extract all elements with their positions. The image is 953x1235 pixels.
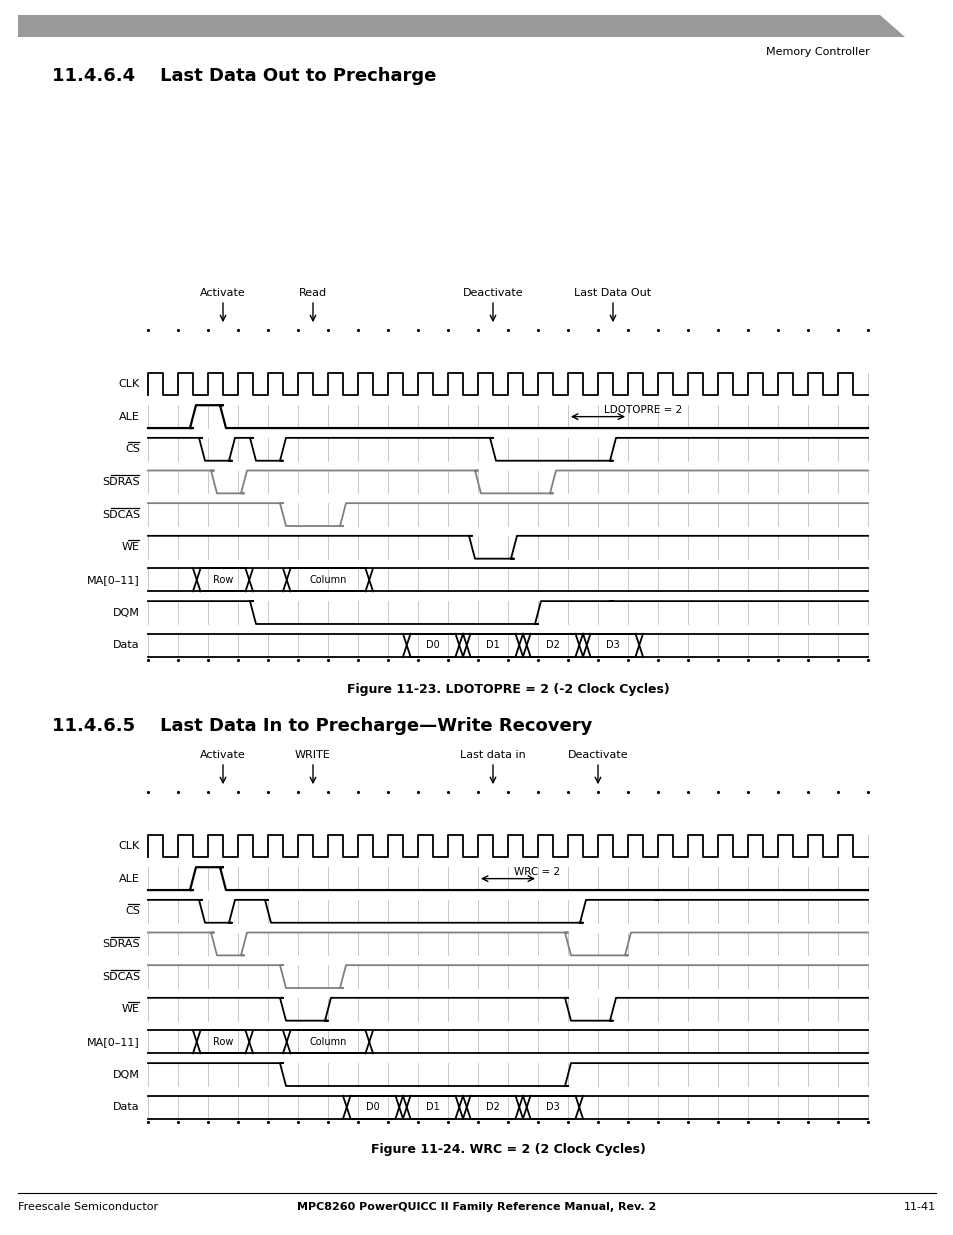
Text: CS: CS	[125, 906, 140, 916]
Text: D0: D0	[426, 640, 439, 650]
Text: D2: D2	[545, 640, 559, 650]
Text: CLK: CLK	[118, 841, 140, 851]
Text: D3: D3	[605, 640, 619, 650]
Text: Data: Data	[113, 640, 140, 650]
Text: Activate: Activate	[200, 288, 246, 298]
Polygon shape	[18, 15, 904, 37]
Text: MA[0–11]: MA[0–11]	[87, 1037, 140, 1047]
Text: Deactivate: Deactivate	[462, 288, 523, 298]
Text: Figure 11-24. WRC = 2 (2 Clock Cycles): Figure 11-24. WRC = 2 (2 Clock Cycles)	[370, 1144, 645, 1156]
Text: Freescale Semiconductor: Freescale Semiconductor	[18, 1202, 158, 1212]
Text: WRITE: WRITE	[294, 750, 331, 760]
Text: Last Data Out: Last Data Out	[574, 288, 651, 298]
Text: WE: WE	[122, 1004, 140, 1014]
Text: 11.4.6.5    Last Data In to Precharge—Write Recovery: 11.4.6.5 Last Data In to Precharge—Write…	[52, 718, 592, 735]
Text: D1: D1	[486, 640, 499, 650]
Text: ALE: ALE	[119, 411, 140, 421]
Text: Column: Column	[309, 576, 346, 585]
Text: D3: D3	[545, 1102, 559, 1113]
Text: Column: Column	[309, 1037, 346, 1047]
Text: SDRAS: SDRAS	[102, 477, 140, 487]
Text: MA[0–11]: MA[0–11]	[87, 576, 140, 585]
Text: Figure 11-23. LDOTOPRE = 2 (-2 Clock Cycles): Figure 11-23. LDOTOPRE = 2 (-2 Clock Cyc…	[346, 683, 669, 697]
Text: D0: D0	[366, 1102, 379, 1113]
Text: CS: CS	[125, 445, 140, 454]
Text: Activate: Activate	[200, 750, 246, 760]
Text: 11-41: 11-41	[902, 1202, 935, 1212]
Text: 11.4.6.4    Last Data Out to Precharge: 11.4.6.4 Last Data Out to Precharge	[52, 67, 436, 85]
Text: Row: Row	[213, 1037, 233, 1047]
Text: MPC8260 PowerQUICC II Family Reference Manual, Rev. 2: MPC8260 PowerQUICC II Family Reference M…	[297, 1202, 656, 1212]
Text: Deactivate: Deactivate	[567, 750, 628, 760]
Text: Read: Read	[298, 288, 327, 298]
Text: WRC = 2: WRC = 2	[514, 867, 559, 877]
Text: DQM: DQM	[113, 608, 140, 618]
Text: D2: D2	[485, 1102, 499, 1113]
Text: D1: D1	[426, 1102, 439, 1113]
Text: Memory Controller: Memory Controller	[765, 47, 869, 57]
Text: SDCAS: SDCAS	[102, 510, 140, 520]
Text: CLK: CLK	[118, 379, 140, 389]
Text: Row: Row	[213, 576, 233, 585]
Text: Last data in: Last data in	[459, 750, 525, 760]
Text: WE: WE	[122, 542, 140, 552]
Text: Data: Data	[113, 1102, 140, 1113]
Text: SDCAS: SDCAS	[102, 972, 140, 982]
Text: SDRAS: SDRAS	[102, 939, 140, 948]
Text: DQM: DQM	[113, 1070, 140, 1079]
Text: ALE: ALE	[119, 873, 140, 883]
Text: LDOTOPRE = 2: LDOTOPRE = 2	[603, 405, 681, 415]
